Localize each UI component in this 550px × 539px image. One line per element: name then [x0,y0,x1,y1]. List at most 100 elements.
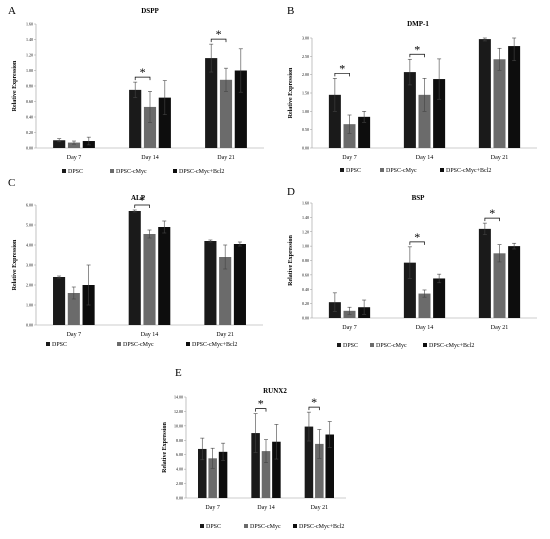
bar-dpsc-cmyc-day-14 [261,451,271,498]
legend-swatch [380,168,384,172]
bar-dpsc-day-21 [205,58,218,148]
x-category-label: Day 7 [342,325,357,331]
legend-swatch [46,342,50,346]
significance-bracket [334,72,350,77]
y-axis-label: Relative Expression [12,60,18,111]
bar-dpsc-cmyc-day-7 [67,142,81,148]
bar-dpsc-day-7 [328,94,341,148]
significance-star: * [258,397,264,411]
chart-title: RUNX2 [263,387,287,395]
significance-bracket [134,76,151,81]
bar-dpsc-cmyc-bcl2-day-21 [325,434,334,498]
legend-label: DPSC-cMyc [250,524,281,530]
y-tick-label: 0.60 [302,272,309,277]
y-tick-label: 1.20 [302,229,309,234]
legend-swatch [337,343,341,347]
y-tick-label: 0.00 [26,323,33,328]
x-category-label: Day 14 [416,325,434,331]
y-tick-label: 0.00 [26,146,33,151]
bar-dpsc-day-14 [403,72,416,148]
x-category-label: Day 21 [217,155,235,161]
legend-label: DPSC-cMyc+Bcl2 [192,342,237,348]
y-tick-label: 4.00 [176,467,183,472]
bar-dpsc-day-14 [129,89,142,148]
bar-dpsc-day-7 [53,277,66,325]
x-category-label: Day 21 [491,155,509,161]
bar-dpsc-cmyc-bcl2-day-14 [272,441,281,498]
x-category-label: Day 7 [67,332,82,338]
bar-dpsc-cmyc-day-21 [493,253,506,318]
y-tick-label: 6.00 [26,203,33,208]
chart-panel-b: B DMP-1 0.00 0.50 1.00 1.50 2.00 2.50 3.00 Relati… [287,5,537,174]
significance-star: * [216,27,222,41]
legend-label: DPSC [343,343,358,349]
bar-dpsc-day-14 [251,433,260,498]
bar-dpsc-day-21 [478,39,491,148]
panel-letter: B [287,5,294,17]
y-tick-label: 2.00 [176,481,183,486]
bar-dpsc-cmyc-bcl2-day-14 [158,227,171,325]
significance-bracket [409,53,425,58]
y-tick-label: 1.60 [26,22,33,27]
x-category-label: Day 14 [141,332,159,338]
legend-label: DPSC-cMyc+Bcl2 [446,168,491,174]
significance-star: * [139,193,145,207]
bar-dpsc-day-21 [304,426,314,498]
chart-panel-e: E RUNX2 0.00 2.00 4.00 6.00 8.00 10.00 12.00 14.0… [162,367,346,530]
y-axis-label: Relative Expression [162,421,168,472]
legend-swatch [340,168,344,172]
chart-panel-a: A DSPP 0.00 0.20 0.40 0.60 0.80 1.00 1.20 1.40 1.6… [8,5,264,175]
y-axis-label: Relative Expression [288,234,294,285]
legend-swatch [62,169,66,173]
bar-dpsc-day-14 [128,211,141,325]
legend-label: DPSC [52,342,67,348]
bar-dpsc-cmyc-bcl2-day-21 [508,246,521,318]
x-category-label: Day 7 [342,155,357,161]
y-tick-label: 10.00 [174,423,183,428]
chart-panel-c: C ALP 0.00 1.00 2.00 3.00 4.00 5.00 6.00 Relative… [8,177,263,348]
y-tick-label: 1.00 [26,303,33,308]
legend-swatch [110,169,114,173]
bar-dpsc-cmyc-bcl2-day-21 [234,70,247,148]
y-tick-label: 3.00 [302,36,309,41]
legend-label: DPSC-cMyc+Bcl2 [299,524,344,530]
y-tick-label: 1.60 [302,201,309,206]
bar-dpsc-cmyc-bcl2-day-14 [433,278,446,318]
y-tick-label: 0.40 [302,287,309,292]
significance-bracket [484,217,500,222]
y-tick-label: 0.20 [302,301,309,306]
legend-label: DPSC-cMyc+Bcl2 [429,343,474,349]
bar-dpsc-cmyc-bcl2-day-21 [233,244,246,325]
panel-letter: A [8,5,16,17]
x-category-label: Day 21 [311,505,329,511]
legend-swatch [293,524,297,528]
legend-swatch [440,168,444,172]
chart-title: ALP [131,194,146,202]
y-tick-label: 1.20 [26,53,33,58]
legend-label: DPSC-cMyc [116,169,147,175]
bar-dpsc-day-14 [403,262,416,318]
x-category-label: Day 14 [257,505,275,511]
panel-letter: C [8,177,15,189]
bar-dpsc-day-7 [53,140,66,148]
x-category-label: Day 7 [205,505,220,511]
y-tick-label: 1.50 [302,91,309,96]
bar-dpsc-cmyc-bcl2-day-7 [218,451,228,498]
legend-swatch [370,343,374,347]
significance-bracket [210,38,227,43]
legend-swatch [200,524,204,528]
bar-dpsc-cmyc-day-7 [343,124,356,148]
legend-label: DPSC-cMyc [386,168,417,174]
bar-dpsc-cmyc-day-7 [208,458,217,498]
bar-dpsc-cmyc-bcl2-day-21 [508,46,521,148]
bar-dpsc-day-7 [198,448,207,498]
bar-dpsc-cmyc-bcl2-day-14 [433,79,446,148]
bar-dpsc-day-21 [204,241,217,325]
y-axis-label: Relative Expression [288,67,294,118]
bar-dpsc-cmyc-bcl2-day-14 [158,97,171,148]
y-tick-label: 1.00 [26,68,33,73]
legend-label: DPSC-cMyc+Bcl2 [179,169,224,175]
y-tick-label: 0.00 [302,146,309,151]
bar-dpsc-day-21 [478,228,491,318]
bar-dpsc-cmyc-day-14 [418,293,431,318]
